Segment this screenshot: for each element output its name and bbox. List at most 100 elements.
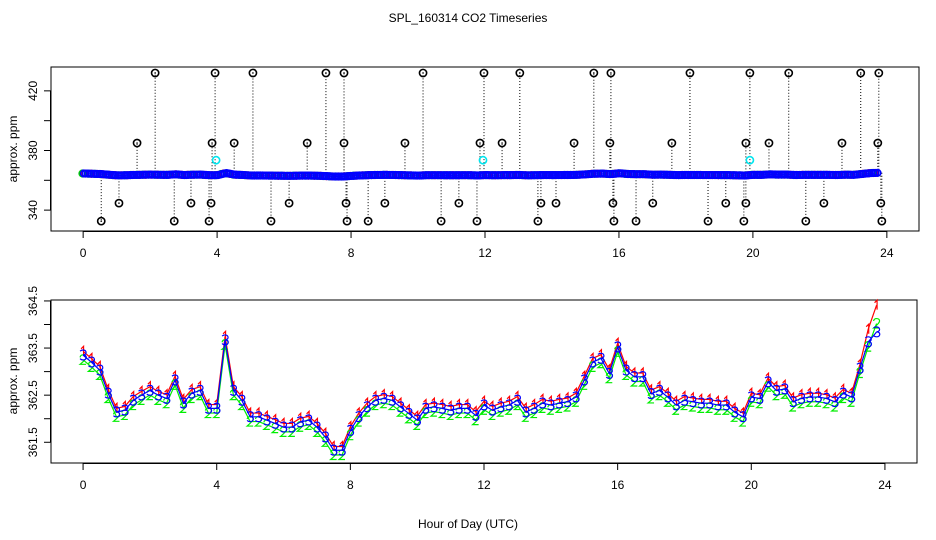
series-1-marker: [197, 380, 202, 392]
outlier-point-center: [325, 72, 327, 74]
series-3-marker: [79, 349, 87, 361]
series-3-marker: [864, 336, 873, 348]
series-1-marker: [189, 383, 193, 395]
outlier-point-center: [422, 72, 424, 74]
series-1-marker: [498, 396, 502, 408]
series-3-marker: [522, 406, 530, 418]
outlier-point: [207, 138, 217, 148]
series-1-marker: [80, 344, 85, 356]
series-1-marker: [514, 390, 519, 402]
outlier-point-center: [270, 220, 272, 222]
series-3-marker: [589, 356, 597, 368]
series-3-marker: [547, 399, 555, 411]
series-3-marker: [605, 367, 614, 379]
series-3-marker: [822, 392, 831, 404]
series-1-marker: [790, 391, 795, 403]
series-3-marker: [564, 396, 572, 408]
outlier-point: [856, 68, 866, 78]
outlier-point-center: [689, 72, 691, 74]
series-3-marker: [747, 391, 756, 403]
series-1-marker: [423, 398, 427, 410]
outlier-point: [229, 138, 239, 148]
outlier-point-center: [404, 142, 406, 144]
series-1-marker: [531, 398, 536, 410]
series-3-marker: [179, 397, 188, 409]
outlier-point: [667, 138, 677, 148]
series-3-marker: [422, 402, 430, 414]
x-axis-label: Hour of Day (UTC): [418, 517, 518, 531]
outlier-point-center: [878, 72, 880, 74]
series-3-marker: [597, 352, 605, 364]
series-1-marker: [874, 298, 878, 310]
bottom-plot-frame: [50, 299, 918, 464]
series-1-marker: [540, 392, 544, 404]
outlier-point: [589, 68, 599, 78]
outlier-point-center: [346, 220, 348, 222]
outlier-point: [150, 68, 160, 78]
outlier-point: [745, 68, 755, 78]
outlier-point-center: [823, 202, 825, 204]
series-1-marker: [439, 398, 444, 410]
series-1-marker: [648, 383, 653, 395]
outlier-point-center: [707, 220, 709, 222]
series-1-marker: [114, 401, 118, 413]
outlier-point: [363, 216, 373, 226]
series-3-marker: [263, 414, 271, 426]
series-3-marker: [305, 414, 313, 426]
bottom-y-tick-label: 364.5: [26, 286, 40, 316]
series-1-marker: [256, 406, 260, 418]
series-1-marker: [97, 359, 101, 371]
outlier-point-center: [573, 142, 575, 144]
series-1-marker: [322, 426, 327, 438]
series-3-marker: [764, 376, 772, 388]
series-3-marker: [513, 394, 522, 406]
outlier-point-center: [743, 220, 745, 222]
top-x-tick-label: 0: [80, 246, 87, 260]
series-1-marker: [306, 409, 310, 421]
outlier-point: [533, 216, 543, 226]
series-1-marker: [665, 386, 669, 398]
outlier-point: [204, 216, 214, 226]
outlier-point: [648, 198, 658, 208]
outlier-point-center: [154, 72, 156, 74]
outlier-point-center: [881, 220, 883, 222]
outlier-point: [685, 68, 695, 78]
series-3-marker: [706, 397, 714, 409]
series-3-marker: [338, 444, 346, 456]
series-1-marker: [406, 403, 410, 415]
series-1-marker: [640, 366, 644, 378]
series-1-marker: [824, 388, 828, 400]
series-3-marker: [697, 397, 705, 409]
series-3-marker: [146, 384, 154, 396]
outlier-point: [169, 216, 179, 226]
outlier-point-center: [593, 72, 595, 74]
bottom-y-tick-label: 361.5: [26, 427, 40, 457]
outlier-point: [341, 198, 351, 208]
series-1-marker: [172, 369, 177, 381]
bottom-y-axis-label: approx. ppm: [6, 348, 20, 415]
outlier-point: [132, 138, 142, 148]
series-3-marker: [622, 364, 630, 376]
series-1-marker: [139, 384, 143, 396]
outlier-point-center: [214, 72, 216, 74]
series-1-marker: [414, 409, 419, 421]
series-3-marker: [739, 411, 747, 423]
outlier-point: [801, 216, 811, 226]
series-1-marker: [832, 391, 836, 403]
series-3-marker: [288, 421, 296, 433]
series-3-marker: [413, 414, 421, 426]
bottom-x-tick-label: 0: [80, 478, 87, 492]
outlier-point: [210, 68, 220, 78]
series-1-marker: [105, 383, 110, 395]
series-1-marker: [757, 388, 761, 400]
series-1-marker: [623, 359, 628, 371]
series-1-line: [82, 304, 878, 448]
top-y-axis-label: approx. ppm: [6, 116, 20, 183]
series-3-marker: [271, 417, 279, 429]
series-1-marker: [89, 351, 93, 363]
series-1-marker: [281, 416, 285, 428]
outlier-point-center: [483, 72, 485, 74]
outlier-point: [96, 216, 106, 226]
outlier-point-center: [343, 142, 345, 144]
outlier-point: [609, 216, 619, 226]
